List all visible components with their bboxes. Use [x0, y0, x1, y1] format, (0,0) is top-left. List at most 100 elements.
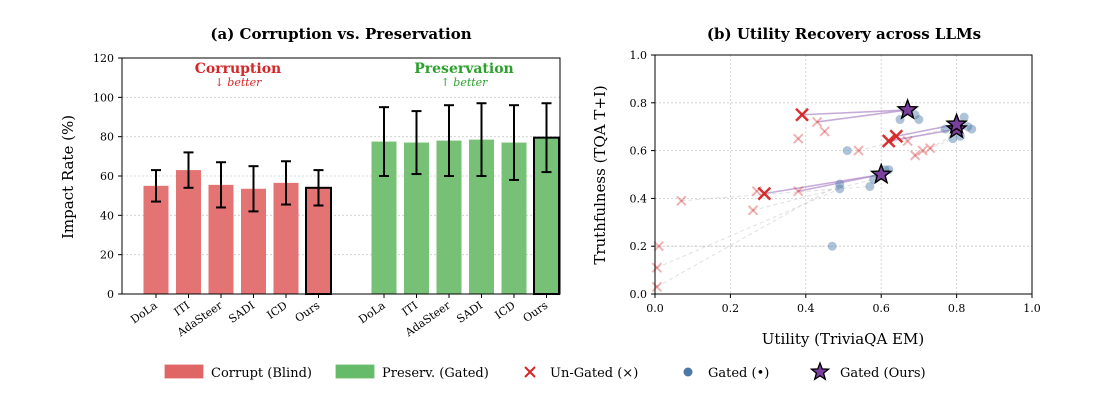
x-tick-label: Ours: [521, 299, 551, 325]
ungated-point-faded: [811, 116, 823, 128]
gated-point: [835, 179, 845, 189]
ungated-point-faded: [811, 116, 823, 128]
x-tick-label: SADI: [226, 299, 257, 326]
gated-point: [865, 181, 875, 191]
legend-x-marker: [524, 366, 536, 378]
legend-label: Corrupt (Blind): [211, 366, 312, 381]
recovery-arrow-faded: [656, 188, 840, 269]
ungated-point-faded: [902, 135, 913, 147]
panel-a-y-ticks: 0 20 40 60 80 100 120: [93, 52, 122, 301]
legend: Corrupt (Blind) Preserv. (Gated) Un-Gated …: [164, 361, 926, 381]
y-tick-label: 120: [93, 52, 114, 65]
y-tick-label: 0.0: [630, 288, 648, 301]
y-tick-label: 0.8: [630, 97, 648, 110]
x-tick-label: Ours: [293, 299, 323, 325]
ungated-point: [889, 129, 904, 144]
panel-a-bar-chart: (a) Corruption vs. Preservation 0 20 40 60 8…: [59, 25, 561, 340]
y-tick-label: 60: [100, 170, 114, 183]
legend-item: Gated (•): [683, 366, 769, 381]
gated-ours-star: [896, 97, 920, 120]
panel-b-grid: [654, 54, 1033, 295]
panel-a-error-bars: [151, 102, 552, 213]
recovery-arrow-faded: [656, 183, 840, 288]
ungated-point-faded: [819, 126, 830, 137]
ungated-point-faded: [676, 195, 687, 206]
gated-point: [914, 115, 924, 125]
legend-label: Un-Gated (×): [550, 366, 638, 381]
x-tick-label: 1.0: [1023, 302, 1041, 315]
ungated-point-faded: [853, 145, 864, 156]
x-tick-label: ICD: [265, 299, 290, 322]
ungated-point-faded: [747, 205, 759, 216]
ungated-point-faded: [917, 145, 928, 156]
ungated-point-faded: [747, 205, 759, 216]
panel-a-title: (a) Corruption vs. Preservation: [210, 25, 471, 43]
x-tick-label: 0.2: [722, 302, 740, 315]
gated-ours-star: [945, 112, 969, 135]
x-tick-label: DoLa: [128, 299, 160, 327]
x-tick-label: DoLa: [356, 299, 388, 327]
legend-item: Gated (Ours): [809, 361, 926, 381]
bar-corruption-iti: [176, 170, 201, 294]
ungated-point: [795, 107, 809, 122]
y-tick-label: 80: [100, 131, 114, 144]
x-tick-label: 0.8: [948, 302, 966, 315]
ungated-point-faded: [653, 240, 664, 252]
gated-point: [842, 146, 852, 156]
ungated-point: [881, 134, 896, 148]
x-tick-label: ICD: [493, 299, 518, 322]
ungated-point-faded: [653, 240, 664, 252]
legend-star-marker: [809, 361, 831, 381]
y-tick-label: 0: [107, 288, 114, 301]
legend-item: Preserv. (Gated): [335, 364, 489, 381]
x-tick-label: SADI: [454, 299, 485, 326]
ungated-point-faded: [793, 186, 804, 197]
recovery-arrow-faded: [681, 185, 870, 202]
recovery-arrow-faded: [752, 178, 874, 211]
ungated-point-faded: [909, 150, 921, 161]
y-tick-label: 1.0: [630, 49, 648, 62]
ungated-point-faded: [651, 262, 663, 273]
x-tick-label: 0.4: [797, 302, 815, 315]
y-tick-label: 0.6: [630, 145, 648, 158]
y-tick-label: 100: [93, 91, 114, 104]
recovery-arrow-faded: [858, 128, 946, 152]
y-tick-label: 40: [100, 209, 114, 222]
preservation-group-sublabel: ↑ better: [441, 76, 489, 89]
ungated-point-faded: [917, 145, 928, 156]
panel-b-points: [651, 97, 977, 293]
panel-a-y-axis-label: Impact Rate (%): [59, 115, 77, 239]
y-tick-label: 20: [100, 249, 114, 262]
bar-corruption-dola: [143, 185, 169, 294]
corruption-group-sublabel: ↓ better: [215, 76, 263, 89]
gated-point: [835, 184, 845, 194]
x-tick-label: ITI: [400, 299, 421, 319]
legend-label: Gated (•): [708, 366, 769, 381]
ungated-point-faded: [751, 186, 762, 197]
ungated-point-faded: [793, 133, 804, 144]
panel-b-x-axis-label: Utility (TriviaQA EM): [762, 330, 924, 348]
y-tick-label: 0.4: [630, 192, 648, 205]
panel-b-title: (b) Utility Recovery across LLMs: [707, 25, 981, 43]
ungated-point-faded: [925, 143, 936, 154]
ungated-point-faded: [651, 281, 663, 293]
panel-b-y-axis-label: Truthfulness (TQA T+I): [591, 85, 609, 264]
panel-b-frame: [654, 54, 1033, 295]
panel-b-ticks: 0.0 0.2 0.4 0.6 0.8 1.0 0.0 0.2 0.4 0.6 0.8 1.0: [630, 49, 1041, 315]
preservation-group-label: Preservation: [414, 61, 513, 77]
recovery-arrow: [801, 109, 908, 116]
gated-point: [963, 122, 973, 132]
recovery-arrow: [817, 109, 908, 123]
legend-circle-marker: [683, 367, 693, 377]
legend-swatch: [164, 364, 204, 379]
ungated-point-faded: [853, 145, 864, 156]
gated-ours-star: [869, 162, 893, 185]
gated-point: [959, 112, 969, 122]
ungated-point-faded: [925, 143, 936, 154]
ungated-point: [757, 186, 772, 201]
y-tick-label: 0.2: [630, 240, 648, 253]
ungated-point-faded: [819, 126, 830, 137]
ungated-point-faded: [676, 195, 687, 206]
